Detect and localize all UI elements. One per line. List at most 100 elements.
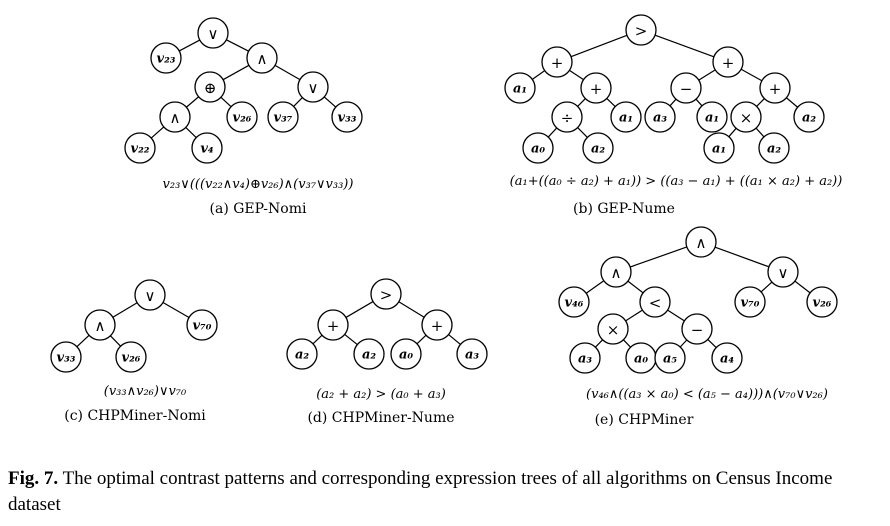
- node-circle: [759, 72, 791, 104]
- tree-edge: [293, 97, 303, 107]
- operator-node: ÷: [551, 101, 583, 133]
- operator-node: ∧: [685, 226, 717, 258]
- node-label: v₂₃: [157, 52, 176, 67]
- node-circle: [610, 101, 642, 133]
- node-circle: [115, 341, 147, 373]
- node-label: +: [590, 80, 603, 98]
- node-label: ∨: [778, 264, 789, 282]
- leaf-node: v₂₃: [150, 42, 182, 74]
- node-label: ∧: [170, 109, 181, 127]
- node-circle: [226, 101, 258, 133]
- tree-chpminer: ∧ ∧ ∨ v₄₆ < v₇₀ v₂₆ × − a₃ a₀ a₅ a₄ (v₄₆∧((a₃ × a₀) <…: [558, 226, 838, 428]
- operator-node: ∨: [197, 17, 229, 49]
- tree-edge: [622, 339, 632, 348]
- node-circle: [134, 279, 166, 311]
- operator-node: ⊕: [194, 71, 226, 103]
- operator-node: +: [541, 46, 573, 78]
- operator-node: <: [639, 286, 671, 318]
- tree-edge: [222, 64, 250, 81]
- tree-expression: (v₄₆∧((a₃ × a₀) < (a₅ − a₄)))∧(v₇₀∨v₂₆): [586, 387, 828, 402]
- node-circle: [370, 278, 402, 310]
- node-label: ×: [740, 109, 753, 127]
- leaf-node: a₀: [390, 338, 422, 370]
- node-circle: [758, 132, 790, 164]
- leaf-node: v₄₆: [558, 286, 590, 318]
- tree-expression: (a₂ + a₂) > (a₀ + a₃): [316, 387, 446, 402]
- node-circle: [246, 42, 278, 74]
- tree-edge: [220, 96, 232, 108]
- node-label: ∨: [208, 25, 219, 43]
- tree-edge: [625, 309, 643, 322]
- figure-canvas: ∨ v₂₃ ∧ ⊕ ∨ ∧ v₂₆ v₃₇ v₃₃ v₂₂ v₄ v₂₃∨(((v₂₂∧v₄)⊕v₂₆…: [50, 14, 842, 428]
- node-label: v₃₇: [274, 111, 293, 126]
- tree-edge: [577, 98, 586, 107]
- node-circle: [767, 256, 799, 288]
- tree-subcaption: (d) CHPMiner-Nume: [307, 410, 454, 426]
- node-label: a₃: [465, 348, 479, 363]
- leaf-node: a₁: [703, 132, 735, 164]
- node-label: a₂: [591, 142, 605, 157]
- operator-node: +: [421, 309, 453, 341]
- node-circle: [734, 286, 766, 318]
- tree-subcaption: (a) GEP-Nomi: [210, 201, 307, 217]
- operator-node: ×: [597, 313, 629, 345]
- tree-edge: [585, 280, 605, 294]
- node-label: a₀: [531, 142, 545, 157]
- tree-subcaption: (c) CHPMiner-Nomi: [64, 408, 206, 424]
- operator-node: ∧: [600, 256, 632, 288]
- tree-edge: [714, 246, 770, 268]
- figure-caption: Fig. 7. The optimal contrast patterns an…: [8, 466, 882, 518]
- node-circle: [124, 132, 156, 164]
- node-circle: [712, 46, 744, 78]
- node-circle: [558, 286, 590, 318]
- tree-edge: [707, 338, 717, 349]
- tree-edge: [669, 98, 677, 107]
- leaf-node: v₃₃: [331, 101, 363, 133]
- tree-gep-nume: > + + a₁ + ÷ a₁ a₀ a₂ − + a₃ a₁ × a₂ a₁ a₂ (a₁+((a₀ ÷ a₂)…: [504, 14, 842, 217]
- leaf-node: v₇₀: [186, 309, 218, 341]
- tree-edge: [698, 69, 716, 81]
- node-label: +: [722, 54, 735, 72]
- operator-node: −: [670, 72, 702, 104]
- node-label: −: [680, 80, 693, 98]
- tree-expression: v₂₃∨(((v₂₂∧v₄)⊕v₂₆)∧(v₃₇∨v₃₃)): [163, 177, 354, 192]
- node-label: v₇₀: [193, 319, 212, 334]
- operator-node: +: [712, 46, 744, 78]
- node-label: a₂: [767, 142, 781, 157]
- node-circle: [600, 256, 632, 288]
- tree-edge: [185, 127, 197, 138]
- tree-edge: [344, 333, 358, 346]
- node-circle: [711, 342, 743, 374]
- leaf-node: a₁: [696, 101, 728, 133]
- operator-node: ∧: [246, 42, 278, 74]
- node-circle: [390, 338, 422, 370]
- node-circle: [541, 46, 573, 78]
- node-circle: [806, 286, 838, 318]
- node-label: a₅: [663, 352, 677, 367]
- node-label: v₇₀: [741, 296, 760, 311]
- leaf-node: v₂₆: [115, 341, 147, 373]
- tree-expression: (v₃₃∧v₂₆)∨v₇₀: [104, 384, 187, 399]
- leaf-node: a₀: [625, 342, 657, 374]
- node-label: a₁: [619, 111, 633, 126]
- node-circle: [353, 338, 385, 370]
- tree-edge: [594, 339, 604, 348]
- node-circle: [582, 132, 614, 164]
- node-circle: [793, 101, 825, 133]
- leaf-node: a₂: [793, 101, 825, 133]
- tree-chpminer-nume: > + + a₂ a₂ a₀ a₃ (a₂ + a₂) > (a₀ + a₃) (d) CHPM…: [286, 278, 488, 426]
- tree-edge: [679, 339, 688, 348]
- tree-edge: [76, 334, 90, 348]
- leaf-node: v₃₃: [50, 341, 82, 373]
- tree-edge: [416, 334, 427, 345]
- node-circle: [50, 341, 82, 373]
- tree-edge: [794, 280, 811, 294]
- node-circle: [670, 72, 702, 104]
- node-label: a₄: [720, 352, 734, 367]
- tree-edge: [756, 98, 765, 107]
- leaf-node: a₃: [569, 342, 601, 374]
- node-label: +: [327, 317, 340, 335]
- operator-node: ∨: [767, 256, 799, 288]
- node-circle: [644, 101, 676, 133]
- node-label: ÷: [561, 109, 574, 127]
